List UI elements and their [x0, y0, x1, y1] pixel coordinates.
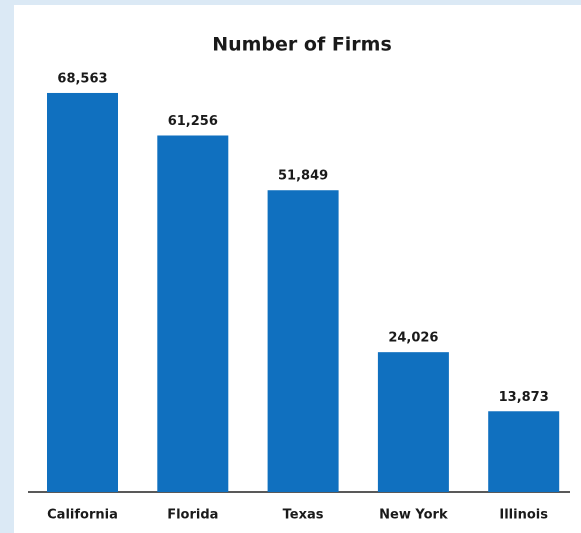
value-label: 13,873 [499, 390, 549, 405]
value-label: 68,563 [57, 71, 107, 86]
bar [157, 135, 229, 492]
x-tick-label: Florida [167, 508, 218, 523]
bar [267, 190, 339, 492]
bar [47, 92, 118, 492]
x-tick-label: California [47, 508, 118, 523]
value-label: 24,026 [388, 331, 438, 346]
chart-title: Number of Firms [212, 34, 392, 56]
value-label: 61,256 [168, 114, 218, 129]
x-tick-label: Texas [283, 508, 324, 523]
value-label: 51,849 [278, 169, 328, 184]
x-tick-label: Illinois [499, 508, 548, 523]
x-tick-label: New York [379, 508, 448, 523]
bar [488, 411, 560, 492]
bar [377, 352, 449, 492]
